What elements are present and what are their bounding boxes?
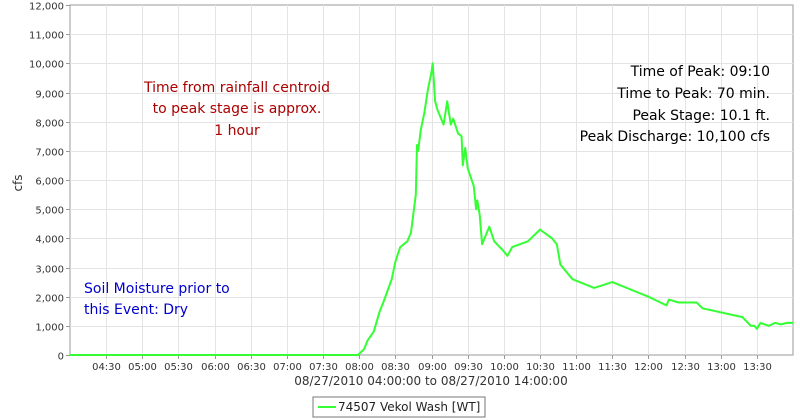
x-tick-label: 05:00 [128, 362, 157, 373]
x-tick-label: 13:00 [707, 362, 736, 373]
annotation-peak-discharge: Peak Discharge: 10,100 cfs [580, 129, 770, 145]
x-tick-label: 06:00 [201, 362, 230, 373]
annotation-rainfall-line-3: 1 hour [214, 123, 260, 139]
legend: 74507 Vekol Wash [WT] [312, 396, 486, 418]
x-axis-title: 08/27/2010 04:00:00 to 08/27/2010 14:00:… [294, 374, 567, 388]
y-tick-label: 1,000 [35, 323, 64, 334]
legend-label: 74507 Vekol Wash [WT] [338, 400, 480, 414]
annotation-rainfall-line-1: Time from rainfall centroid [143, 80, 330, 96]
y-tick-label: 5,000 [35, 206, 64, 217]
x-tick-label: 05:30 [164, 362, 193, 373]
y-tick-label: 10,000 [29, 60, 64, 71]
y-tick-label: 6,000 [35, 177, 64, 188]
x-tick-label: 07:30 [309, 362, 338, 373]
x-tick-label: 12:00 [634, 362, 663, 373]
x-tick-label: 09:00 [418, 362, 447, 373]
x-tick-label: 04:30 [92, 362, 121, 373]
x-tick-label: 13:30 [743, 362, 772, 373]
x-tick-label: 10:00 [490, 362, 519, 373]
y-tick-label: 9,000 [35, 90, 64, 101]
x-tick-label: 12:30 [671, 362, 700, 373]
y-tick-label: 2,000 [35, 294, 64, 305]
annotation-soil-line-1: Soil Moisture prior to [84, 281, 230, 297]
annotation-time-to-peak: Time to Peak: 70 min. [616, 86, 770, 102]
y-axis-ticks: 0 1,000 2,000 3,000 4,000 5,000 6,000 7,000 8,00… [29, 2, 70, 363]
y-tick-label: 8,000 [35, 119, 64, 130]
x-tick-label: 08:00 [345, 362, 374, 373]
series-group [70, 62, 793, 356]
legend-box [312, 396, 486, 418]
y-tick-label: 3,000 [35, 265, 64, 276]
x-tick-label: 09:30 [454, 362, 483, 373]
x-tick-label: 08:30 [381, 362, 410, 373]
x-tick-label: 10:30 [526, 362, 555, 373]
x-tick-label: 11:30 [598, 362, 627, 373]
y-tick-label: 0 [58, 352, 64, 363]
y-axis-title: cfs [11, 174, 25, 191]
y-tick-label: 4,000 [35, 235, 64, 246]
annotation-soil-line-2: this Event: Dry [84, 302, 188, 318]
y-tick-label: 7,000 [35, 148, 64, 159]
x-axis-ticks: 04:30 05:00 05:30 06:00 06:30 07:00 07:30 08:00… [92, 355, 772, 373]
annotation-time-of-peak: Time of Peak: 09:10 [630, 64, 770, 80]
x-tick-label: 07:00 [273, 362, 302, 373]
annotation-peak-stats: Time of Peak: 09:10 Time to Peak: 70 min… [580, 64, 770, 145]
y-tick-label: 11,000 [29, 31, 64, 42]
annotation-peak-stage: Peak Stage: 10.1 ft. [632, 108, 770, 124]
x-tick-label: 06:30 [237, 362, 266, 373]
annotation-soil-moisture: Soil Moisture prior to this Event: Dry [84, 281, 230, 318]
annotation-rainfall-line-2: to peak stage is approx. [153, 101, 322, 117]
x-tick-label: 11:00 [562, 362, 591, 373]
series-line [70, 62, 793, 356]
y-tick-label: 12,000 [29, 2, 64, 13]
grid-lines [70, 5, 793, 355]
annotation-rainfall-centroid: Time from rainfall centroid to peak stag… [143, 80, 330, 139]
